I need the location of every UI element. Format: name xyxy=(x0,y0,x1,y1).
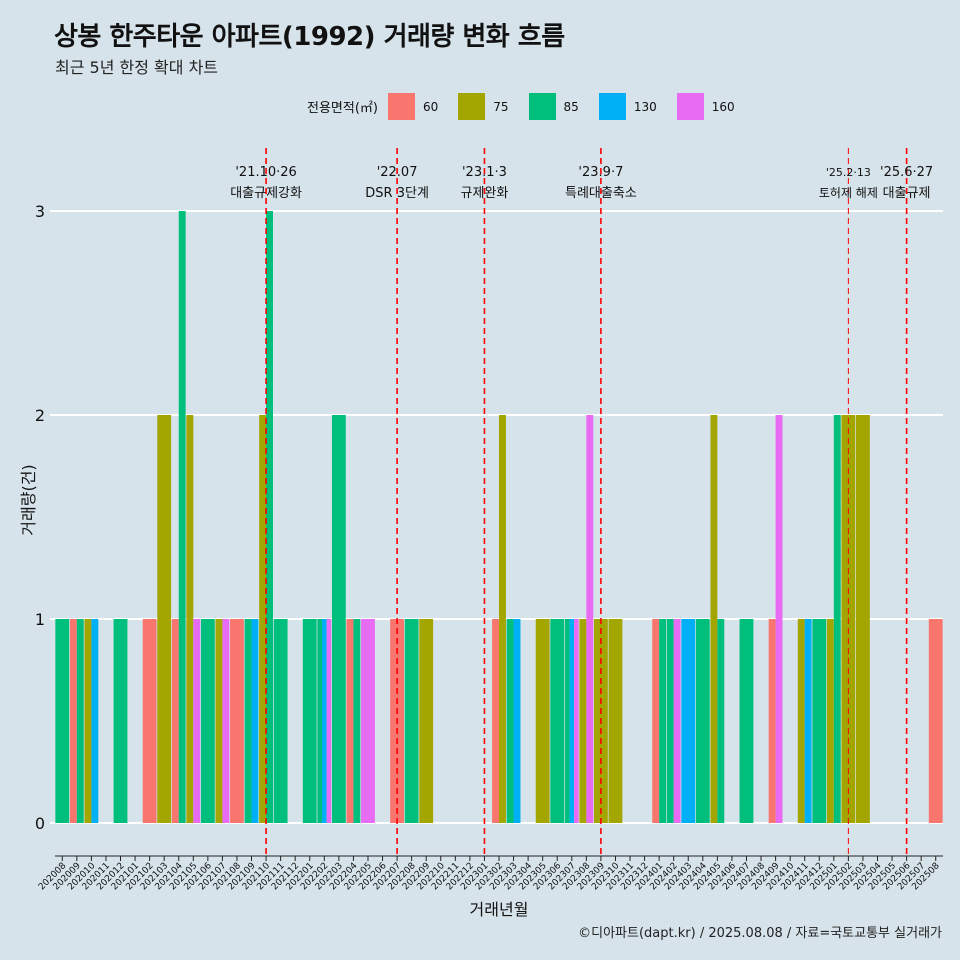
bar-202106-85 xyxy=(200,619,215,823)
legend-key-75 xyxy=(458,93,486,120)
bar-202404-85 xyxy=(695,619,710,823)
bar-202109-85 xyxy=(244,619,252,823)
bar-202306-85 xyxy=(550,619,565,823)
bar-202110-85 xyxy=(266,211,273,823)
bar-202305-75 xyxy=(535,619,550,823)
legend-label-60: 60 xyxy=(422,99,439,114)
bar-202412-85 xyxy=(812,619,827,823)
y-tick-label: 2 xyxy=(35,406,45,425)
legend-label-85: 85 xyxy=(563,99,579,114)
event-label-202301: 규제완화 xyxy=(461,186,509,201)
event-date-202301: '23.1·3 xyxy=(462,165,507,180)
bar-202104-85 xyxy=(178,211,186,823)
bar-202009-85 xyxy=(76,619,84,823)
bar-202008-85 xyxy=(55,619,70,823)
bar-202202-85 xyxy=(317,619,323,823)
bar-202012-85 xyxy=(113,619,128,823)
bar-202402-85 xyxy=(666,619,674,823)
chart-title: 상봉 한주타운 아파트(1992) 거래량 변화 흐름 xyxy=(54,22,565,52)
x-axis-title: 거래년월 xyxy=(470,900,529,919)
bar-202105-75 xyxy=(186,415,194,823)
bar-202308-160 xyxy=(586,415,594,823)
bar-202109-130 xyxy=(251,619,259,823)
bar-202308-75 xyxy=(579,619,587,823)
event-label-202110: 대출규제강화 xyxy=(230,186,302,201)
bar-202503-75 xyxy=(856,415,870,823)
bar-202204-60 xyxy=(346,619,354,823)
event-label-202502: 토허제 해제 xyxy=(819,186,878,200)
bar-202501-75 xyxy=(826,619,834,823)
bar-202110-75 xyxy=(259,415,267,823)
event-date-202110: '21.10·26 xyxy=(235,165,296,180)
bar-202411-75 xyxy=(797,619,805,823)
legend-label-130: 130 xyxy=(633,99,657,114)
bar-202201-85 xyxy=(302,619,317,823)
bar-202302-75 xyxy=(499,415,506,823)
bar-202107-160 xyxy=(222,619,230,823)
bar-202310-75 xyxy=(608,619,623,823)
legend-key-130 xyxy=(598,93,626,120)
bar-202204-85 xyxy=(353,619,361,823)
y-tick-label: 3 xyxy=(35,202,45,221)
bar-202303-85 xyxy=(506,619,514,823)
bar-202103-75 xyxy=(157,415,172,823)
bar-202102-60 xyxy=(142,619,157,823)
bar-202010-130 xyxy=(91,619,99,823)
bar-202405-75 xyxy=(710,415,718,823)
bar-202303-130 xyxy=(513,619,521,823)
bar-202105-160 xyxy=(193,619,201,823)
bar-202405-85 xyxy=(717,619,725,823)
event-date-202506: '25.6·27 xyxy=(880,165,933,180)
legend-key-60 xyxy=(387,93,415,120)
event-label-202207: DSR 3단계 xyxy=(365,186,429,201)
bar-202407-85 xyxy=(739,619,754,823)
y-tick-label: 1 xyxy=(35,610,45,629)
legend: 전용면적(㎡) 60 75 85 130 160 xyxy=(307,93,755,120)
bar-202208-85 xyxy=(404,619,419,823)
bar-202209-75 xyxy=(419,619,434,823)
legend-label-160: 160 xyxy=(711,99,735,114)
legend-label-75: 75 xyxy=(493,99,509,114)
bar-202402-160 xyxy=(673,619,681,823)
bar-202009-60 xyxy=(69,619,77,823)
bar-202111-85 xyxy=(273,619,288,823)
legend-title: 전용면적(㎡) xyxy=(307,101,378,116)
event-date-202207: '22.07 xyxy=(377,165,418,180)
bar-202307-130 xyxy=(569,619,575,823)
event-label-202309: 특례대출축소 xyxy=(565,186,637,201)
y-axis-title: 거래량(건) xyxy=(19,464,38,535)
event-date-202502: '25.2·13 xyxy=(826,166,871,179)
bar-202501-85 xyxy=(833,415,841,823)
bar-202307-160 xyxy=(574,619,579,823)
bar-202104-60 xyxy=(171,619,179,823)
event-date-202309: '23.9·7 xyxy=(578,165,623,180)
bar-202108-60 xyxy=(230,619,244,823)
bar-202010-75 xyxy=(84,619,92,823)
bar-202411-130 xyxy=(804,619,812,823)
chart-subtitle: 최근 5년 한정 확대 차트 xyxy=(55,58,219,77)
y-tick-label: 0 xyxy=(35,814,45,833)
event-label-202506: 대출규제 xyxy=(883,186,931,201)
legend-key-160 xyxy=(676,93,704,120)
source-caption: ©디아파트(dapt.kr) / 2025.08.08 / 자료=국토교통부 실… xyxy=(578,926,942,941)
bar-202401-60 xyxy=(652,619,660,823)
bar-202202-160 xyxy=(326,619,332,823)
legend-key-85 xyxy=(528,93,556,120)
bar-202205-160 xyxy=(361,619,375,823)
bar-202401-85 xyxy=(659,619,667,823)
bar-202307-85 xyxy=(564,619,570,823)
bar-202203-85 xyxy=(331,415,346,823)
bar-202403-130 xyxy=(681,619,696,823)
bar-202409-60 xyxy=(768,619,776,823)
bar-202107-75 xyxy=(215,619,223,823)
bar-202508-60 xyxy=(928,619,943,823)
bar-202409-160 xyxy=(775,415,783,823)
bar-202302-60 xyxy=(492,619,499,823)
bar-202202-130 xyxy=(322,619,327,823)
